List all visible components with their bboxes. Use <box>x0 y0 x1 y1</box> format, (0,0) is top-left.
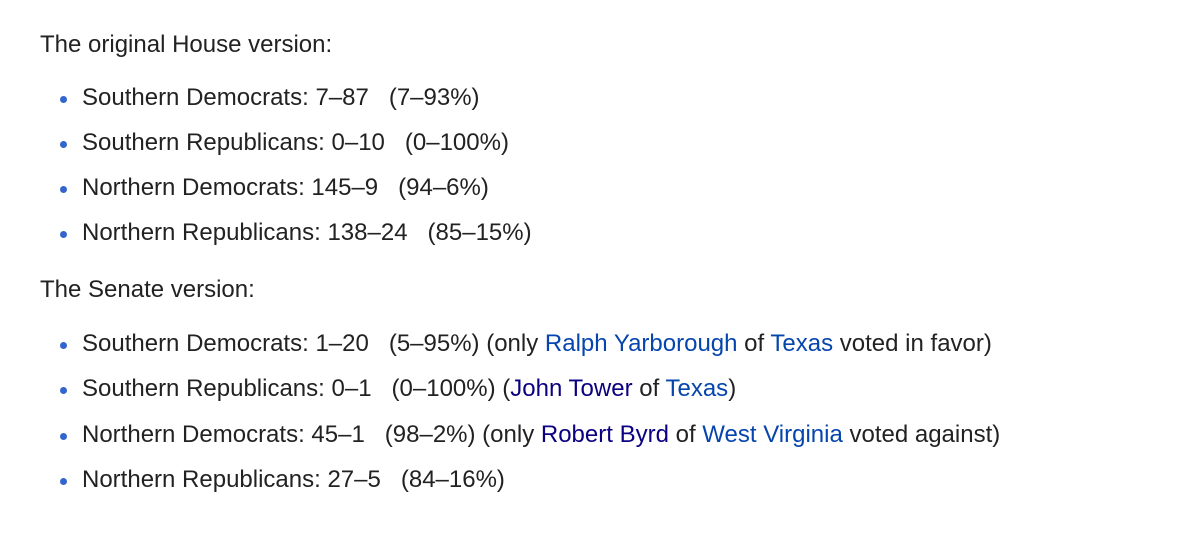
list-item: Southern Democrats: 7–87 (7–93%) <box>60 84 480 112</box>
wiki-link[interactable]: Robert Byrd <box>540 421 669 448</box>
section-heading: The original House version: <box>40 31 333 58</box>
list-item: Southern Republicans: 0–10 (0–100%) <box>60 129 509 157</box>
list-item: Southern Republicans: 0–1 (0–100%) (John… <box>60 375 737 403</box>
wiki-link[interactable]: John Tower <box>510 375 633 402</box>
list-item: Northern Republicans: 27–5 (84–16%) <box>60 466 505 494</box>
bullet-icon <box>60 478 67 485</box>
item-text: Northern Democrats: 145–9 (94–6%) <box>82 174 489 201</box>
wiki-link[interactable]: Texas <box>665 375 729 402</box>
item-text: Southern Democrats: 7–87 (7–93%) <box>82 84 480 111</box>
item-text: Northern Democrats: 45–1 (98–2%) (only <box>82 421 541 448</box>
bullet-icon <box>60 141 67 148</box>
bullet-icon <box>60 231 67 238</box>
item-text: Southern Republicans: 0–1 (0–100%) ( <box>82 375 511 402</box>
item-text: ) <box>728 375 737 402</box>
list-item: Northern Democrats: 45–1 (98–2%) (only R… <box>60 421 1001 449</box>
item-text: Northern Republicans: 138–24 (85–15%) <box>82 219 532 246</box>
item-text: voted in favor) <box>833 330 992 357</box>
list-item: Northern Democrats: 145–9 (94–6%) <box>60 174 489 202</box>
item-text: Southern Democrats: 1–20 (5–95%) (only <box>82 330 545 357</box>
bullet-icon <box>60 342 67 349</box>
item-text: of <box>737 330 771 357</box>
item-text: Northern Republicans: 27–5 (84–16%) <box>82 466 505 493</box>
item-text: Southern Republicans: 0–10 (0–100%) <box>82 129 509 156</box>
wiki-link[interactable]: Texas <box>770 330 834 357</box>
bullet-icon <box>60 96 67 103</box>
list-item: Southern Democrats: 1–20 (5–95%) (only R… <box>60 330 992 358</box>
bullet-icon <box>60 186 67 193</box>
item-text: of <box>632 375 666 402</box>
bullet-icon <box>60 387 67 394</box>
section-heading: The Senate version: <box>40 276 255 303</box>
wiki-link[interactable]: Ralph Yarborough <box>544 330 738 357</box>
item-text: of <box>668 421 703 448</box>
item-text: voted against) <box>842 421 1001 448</box>
bullet-icon <box>60 433 67 440</box>
wiki-link[interactable]: West Virginia <box>702 421 843 448</box>
list-item: Northern Republicans: 138–24 (85–15%) <box>60 219 532 247</box>
